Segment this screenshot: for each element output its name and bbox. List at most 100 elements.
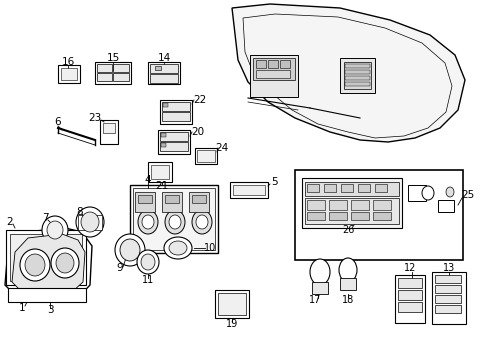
Bar bbox=[434, 285, 460, 293]
Text: 16: 16 bbox=[61, 57, 75, 67]
Bar bbox=[306, 200, 325, 210]
Bar bbox=[357, 184, 369, 192]
Ellipse shape bbox=[445, 187, 453, 197]
Bar bbox=[138, 195, 152, 203]
Bar bbox=[155, 66, 161, 70]
Bar bbox=[249, 55, 297, 97]
Ellipse shape bbox=[120, 239, 140, 261]
Text: 2: 2 bbox=[7, 217, 13, 227]
Text: 10: 10 bbox=[203, 243, 216, 253]
Bar bbox=[394, 275, 424, 323]
Text: 6: 6 bbox=[55, 117, 61, 127]
Text: 3: 3 bbox=[46, 305, 53, 315]
Bar bbox=[311, 282, 327, 294]
Bar bbox=[306, 184, 318, 192]
Text: 23: 23 bbox=[88, 113, 102, 123]
Bar bbox=[372, 212, 390, 220]
Text: 7: 7 bbox=[41, 213, 48, 223]
Text: 13: 13 bbox=[442, 263, 454, 273]
Ellipse shape bbox=[138, 210, 158, 234]
Bar bbox=[195, 148, 217, 164]
Bar bbox=[343, 62, 370, 89]
Ellipse shape bbox=[137, 250, 159, 274]
Bar bbox=[232, 185, 264, 195]
Bar bbox=[162, 112, 190, 121]
Bar bbox=[163, 103, 168, 107]
Ellipse shape bbox=[192, 210, 212, 234]
Bar bbox=[324, 184, 335, 192]
Ellipse shape bbox=[421, 186, 433, 200]
Ellipse shape bbox=[51, 248, 79, 278]
Bar bbox=[256, 70, 289, 78]
Ellipse shape bbox=[309, 259, 329, 285]
Bar bbox=[372, 200, 390, 210]
Text: 19: 19 bbox=[225, 319, 238, 329]
Bar bbox=[397, 302, 421, 312]
Text: 14: 14 bbox=[157, 53, 170, 63]
Bar bbox=[95, 62, 131, 84]
Bar bbox=[280, 60, 289, 68]
Bar bbox=[148, 62, 180, 84]
Bar bbox=[397, 290, 421, 300]
Bar bbox=[189, 192, 208, 212]
Text: 8: 8 bbox=[77, 207, 83, 217]
Bar bbox=[162, 102, 190, 111]
Ellipse shape bbox=[196, 215, 207, 229]
Text: 5: 5 bbox=[270, 177, 277, 187]
Polygon shape bbox=[12, 234, 85, 292]
Bar bbox=[218, 293, 245, 315]
Text: 9: 9 bbox=[117, 263, 123, 273]
Ellipse shape bbox=[169, 241, 186, 255]
Bar bbox=[267, 60, 278, 68]
Ellipse shape bbox=[142, 215, 154, 229]
Ellipse shape bbox=[76, 207, 104, 237]
Ellipse shape bbox=[164, 210, 184, 234]
Bar bbox=[339, 58, 374, 93]
Ellipse shape bbox=[141, 254, 155, 270]
Bar bbox=[328, 212, 346, 220]
Bar bbox=[97, 64, 112, 72]
Bar bbox=[339, 278, 355, 290]
Bar bbox=[345, 82, 369, 86]
Bar bbox=[6, 230, 86, 285]
Ellipse shape bbox=[56, 253, 74, 273]
Bar bbox=[130, 185, 218, 253]
Text: 24: 24 bbox=[215, 143, 228, 153]
Bar bbox=[256, 60, 265, 68]
Bar bbox=[431, 272, 465, 324]
Bar bbox=[306, 212, 325, 220]
Bar bbox=[340, 184, 352, 192]
Bar bbox=[100, 120, 118, 144]
Bar bbox=[150, 74, 178, 83]
Bar bbox=[158, 130, 190, 154]
Bar bbox=[162, 192, 182, 212]
Bar bbox=[252, 58, 294, 80]
Bar bbox=[160, 100, 192, 124]
Text: 4: 4 bbox=[144, 175, 151, 185]
Bar bbox=[350, 200, 368, 210]
Bar bbox=[135, 192, 155, 212]
Bar bbox=[148, 162, 172, 182]
Bar bbox=[328, 200, 346, 210]
Bar bbox=[397, 278, 421, 288]
Bar bbox=[164, 195, 179, 203]
Bar bbox=[345, 64, 369, 68]
Bar bbox=[434, 295, 460, 303]
Bar bbox=[103, 123, 115, 133]
Text: 11: 11 bbox=[142, 275, 154, 285]
Bar bbox=[161, 133, 165, 137]
Ellipse shape bbox=[163, 237, 192, 259]
Text: 18: 18 bbox=[341, 295, 353, 305]
Bar bbox=[437, 200, 453, 212]
Text: 12: 12 bbox=[403, 263, 415, 273]
Polygon shape bbox=[231, 4, 464, 142]
Bar bbox=[161, 143, 165, 147]
Bar bbox=[160, 142, 187, 151]
Text: 26: 26 bbox=[341, 225, 353, 235]
Ellipse shape bbox=[115, 234, 145, 266]
Ellipse shape bbox=[81, 212, 99, 232]
Polygon shape bbox=[243, 14, 451, 138]
Bar bbox=[345, 76, 369, 80]
Bar bbox=[302, 178, 401, 228]
Text: 20: 20 bbox=[191, 127, 204, 137]
